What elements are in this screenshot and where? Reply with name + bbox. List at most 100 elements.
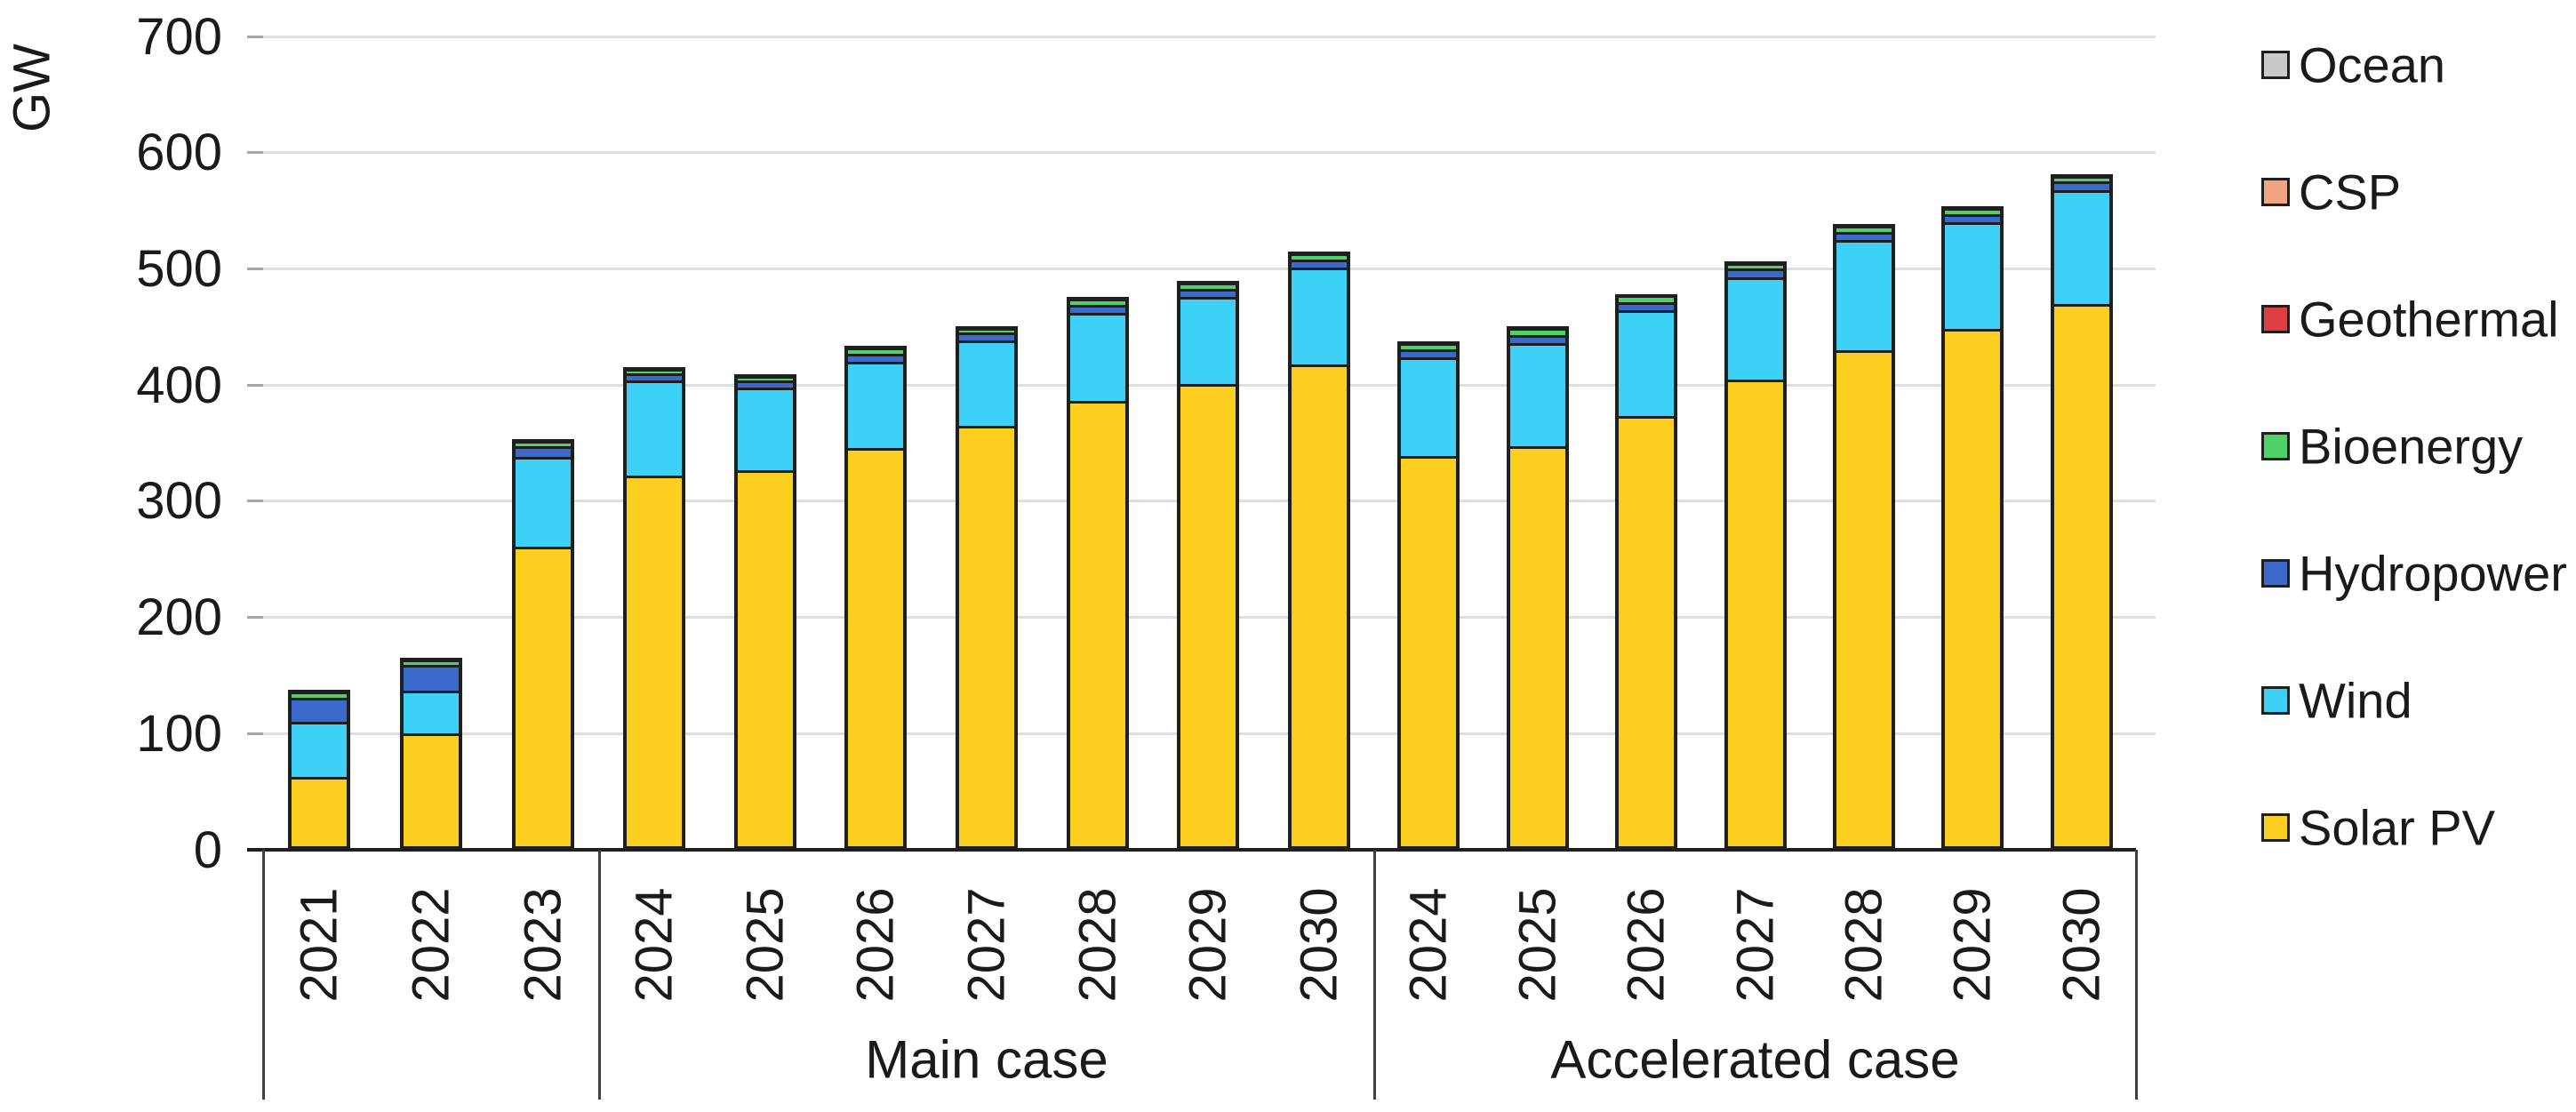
segment-solar-pv bbox=[512, 546, 574, 850]
category-divider-0 bbox=[261, 850, 265, 1100]
segment-hydropower bbox=[400, 665, 462, 691]
legend-label-hydropower: Hydropower bbox=[2299, 545, 2567, 602]
legend-label-csp: CSP bbox=[2299, 164, 2402, 220]
x-tick-label-main-case-2026: 2026 bbox=[846, 887, 905, 1003]
x-tick-label-accelerated-case-2029: 2029 bbox=[1943, 887, 2002, 1003]
gridline-700 bbox=[263, 35, 2156, 38]
segment-hydropower bbox=[1066, 304, 1129, 314]
x-tick-label-historical-2022: 2022 bbox=[402, 887, 460, 1003]
legend-swatch-ocean bbox=[2261, 51, 2290, 79]
x-tick-label-historical-2021: 2021 bbox=[290, 887, 348, 1003]
category-divider-1 bbox=[597, 850, 601, 1100]
bar-outline bbox=[844, 346, 908, 850]
y-tick-500 bbox=[247, 267, 263, 270]
segment-wind bbox=[1941, 222, 2004, 330]
legend-swatch-solar-pv bbox=[2261, 813, 2290, 842]
y-tick-label-200: 200 bbox=[136, 588, 222, 647]
bar-outline bbox=[1724, 260, 1787, 850]
segment-hydropower bbox=[1615, 302, 1678, 311]
segment-hydropower bbox=[956, 332, 1018, 341]
segment-solar-pv bbox=[1066, 401, 1129, 850]
x-tick-label-main-case-2027: 2027 bbox=[957, 887, 1016, 1003]
y-tick-label-700: 700 bbox=[136, 7, 222, 66]
legend-swatch-csp bbox=[2261, 178, 2290, 206]
bar-outline bbox=[1287, 252, 1350, 850]
segment-hydropower bbox=[512, 446, 574, 458]
segment-solar-pv bbox=[1941, 329, 2004, 850]
y-tick-100 bbox=[247, 732, 263, 735]
bar-outline bbox=[512, 438, 574, 850]
segment-wind bbox=[1615, 310, 1678, 417]
bar-outline bbox=[623, 366, 686, 850]
x-tick-label-accelerated-case-2030: 2030 bbox=[2052, 887, 2111, 1003]
x-tick-label-main-case-2029: 2029 bbox=[1179, 887, 1237, 1003]
segment-wind bbox=[1177, 296, 1240, 384]
y-tick-label-100: 100 bbox=[136, 704, 222, 763]
bar-outline bbox=[1177, 281, 1240, 850]
segment-wind bbox=[733, 387, 796, 470]
category-divider-2 bbox=[1372, 850, 1376, 1100]
y-tick-label-400: 400 bbox=[136, 356, 222, 414]
segment-wind bbox=[2050, 189, 2113, 304]
legend-swatch-bioenergy bbox=[2261, 432, 2290, 460]
x-tick-label-main-case-2028: 2028 bbox=[1068, 887, 1127, 1003]
x-tick-label-accelerated-case-2026: 2026 bbox=[1617, 887, 1676, 1003]
y-tick-700 bbox=[247, 35, 263, 38]
y-tick-600 bbox=[247, 151, 263, 155]
segment-wind bbox=[1066, 313, 1129, 402]
bar-outline bbox=[1832, 224, 1895, 850]
segment-solar-pv bbox=[844, 447, 908, 850]
segment-solar-pv bbox=[733, 469, 796, 850]
bar-outline bbox=[1397, 341, 1460, 850]
segment-hydropower bbox=[288, 697, 350, 723]
x-tick-label-accelerated-case-2028: 2028 bbox=[1835, 887, 1893, 1003]
group-label-accelerated-case: Accelerated case bbox=[1550, 1029, 1960, 1090]
x-tick-label-accelerated-case-2025: 2025 bbox=[1508, 887, 1567, 1003]
segment-wind bbox=[1397, 356, 1460, 456]
bar-outline bbox=[1506, 326, 1569, 850]
segment-solar-pv bbox=[288, 776, 350, 850]
y-axis-title: GW bbox=[3, 44, 61, 132]
segment-solar-pv bbox=[1615, 416, 1678, 850]
segment-solar-pv bbox=[1287, 364, 1350, 850]
x-tick-label-accelerated-case-2024: 2024 bbox=[1399, 887, 1458, 1003]
gridline-500 bbox=[263, 267, 2156, 270]
bar-outline bbox=[956, 326, 1018, 850]
segment-wind bbox=[956, 340, 1018, 426]
y-tick-300 bbox=[247, 500, 263, 503]
x-axis-line bbox=[247, 848, 2136, 852]
segment-hydropower bbox=[1941, 213, 2004, 223]
segment-wind bbox=[288, 722, 350, 777]
bar-outline bbox=[1066, 297, 1129, 850]
category-divider-3 bbox=[2134, 850, 2138, 1100]
segment-hydropower bbox=[1287, 259, 1350, 268]
segment-solar-pv bbox=[623, 476, 686, 850]
x-tick-label-main-case-2025: 2025 bbox=[736, 887, 795, 1003]
legend-swatch-wind bbox=[2261, 686, 2290, 715]
segment-solar-pv bbox=[1724, 379, 1787, 850]
segment-hydropower bbox=[1724, 268, 1787, 277]
y-tick-200 bbox=[247, 616, 263, 620]
y-tick-label-500: 500 bbox=[136, 239, 222, 298]
y-tick-label-300: 300 bbox=[136, 472, 222, 531]
segment-solar-pv bbox=[956, 425, 1018, 850]
segment-hydropower bbox=[733, 380, 796, 388]
segment-wind bbox=[1506, 343, 1569, 447]
bar-outline bbox=[1615, 293, 1678, 850]
group-label-main-case: Main case bbox=[865, 1029, 1108, 1090]
y-tick-label-600: 600 bbox=[136, 124, 222, 182]
segment-solar-pv bbox=[2050, 303, 2113, 850]
legend-swatch-hydropower bbox=[2261, 559, 2290, 588]
segment-hydropower bbox=[1506, 334, 1569, 344]
x-tick-label-historical-2023: 2023 bbox=[514, 887, 572, 1003]
y-tick-400 bbox=[247, 383, 263, 387]
segment-solar-pv bbox=[1397, 455, 1460, 850]
bar-outline bbox=[400, 657, 462, 850]
segment-solar-pv bbox=[1177, 383, 1240, 850]
segment-hydropower bbox=[2050, 181, 2113, 190]
segment-hydropower bbox=[1397, 348, 1460, 357]
segment-wind bbox=[1287, 268, 1350, 364]
x-tick-label-main-case-2030: 2030 bbox=[1290, 887, 1348, 1003]
legend-label-bioenergy: Bioenergy bbox=[2299, 418, 2524, 475]
